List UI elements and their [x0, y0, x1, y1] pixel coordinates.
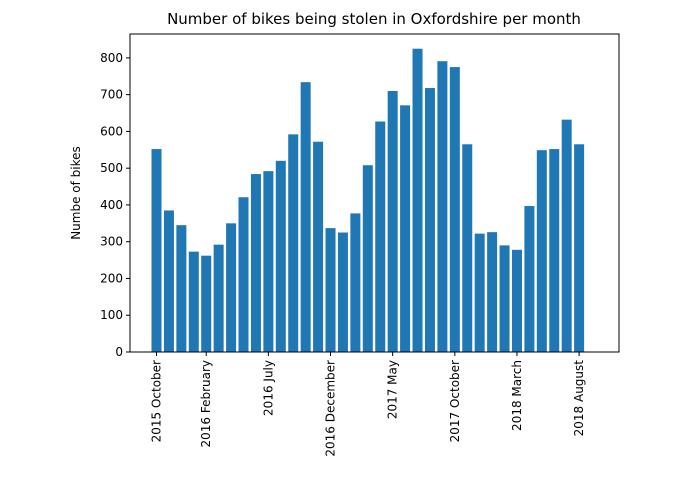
y-tick-label: 400	[100, 198, 123, 212]
bar-12	[288, 134, 299, 352]
bars-group	[151, 48, 585, 353]
bar-26	[462, 144, 473, 352]
x-tick-label: 2017 October	[448, 360, 462, 442]
bar-14	[313, 141, 324, 352]
chart-title: Number of bikes being stolen in Oxfordsh…	[167, 10, 581, 28]
bar-27	[474, 233, 485, 352]
bar-13	[300, 82, 311, 352]
bar-18	[362, 165, 373, 352]
bar-34	[561, 119, 572, 352]
x-tick-label: 2016 February	[199, 360, 213, 448]
bar-11	[275, 160, 286, 352]
bar-17	[350, 213, 361, 352]
y-tick-label: 200	[100, 271, 123, 285]
bar-23	[424, 88, 435, 352]
bar-9	[250, 174, 261, 352]
y-tick-label: 0	[115, 345, 123, 359]
x-tick-label: 2015 October	[150, 360, 164, 442]
bar-24	[437, 61, 448, 352]
y-tick-label: 700	[100, 88, 123, 102]
bar-28	[487, 232, 498, 352]
x-axis: 2015 October 2016 February 2016 July 2016 D…	[150, 352, 586, 457]
x-tick-label: 2018 March	[510, 360, 524, 431]
x-tick-label: 2017 May	[386, 360, 400, 419]
bar-20	[387, 90, 398, 352]
y-tick-label: 800	[100, 51, 123, 65]
bar-25	[449, 67, 460, 352]
y-axis: 0 100 200 300 400 500 600 700 800	[100, 51, 130, 359]
plot-frame	[129, 33, 620, 353]
bar-33	[549, 149, 560, 352]
x-tick-label: 2016 July	[261, 360, 275, 416]
bar-5	[201, 255, 212, 352]
bar-16	[337, 232, 348, 352]
y-axis-label: Numbe of bikes	[69, 146, 83, 240]
bar-10	[263, 171, 274, 352]
y-tick-label: 100	[100, 308, 123, 322]
y-tick-label: 500	[100, 161, 123, 175]
bar-2	[163, 210, 174, 352]
y-tick-label: 300	[100, 235, 123, 249]
bar-32	[536, 150, 547, 352]
bar-7	[226, 223, 237, 352]
bar-35	[574, 144, 585, 352]
bar-30	[511, 249, 522, 352]
x-tick-label: 2018 August	[572, 360, 586, 437]
bar-4	[188, 251, 199, 352]
bar-21	[400, 105, 411, 352]
x-tick-label: 2016 December	[324, 360, 338, 457]
bar-6	[213, 244, 224, 352]
bar-22	[412, 48, 423, 353]
bar-3	[176, 225, 187, 352]
bar-19	[375, 121, 386, 352]
bar-15	[325, 228, 336, 352]
bar-8	[238, 197, 249, 352]
bar-31	[524, 206, 535, 352]
y-tick-label: 600	[100, 124, 123, 138]
bar-29	[499, 245, 510, 352]
bar-1	[151, 149, 162, 352]
